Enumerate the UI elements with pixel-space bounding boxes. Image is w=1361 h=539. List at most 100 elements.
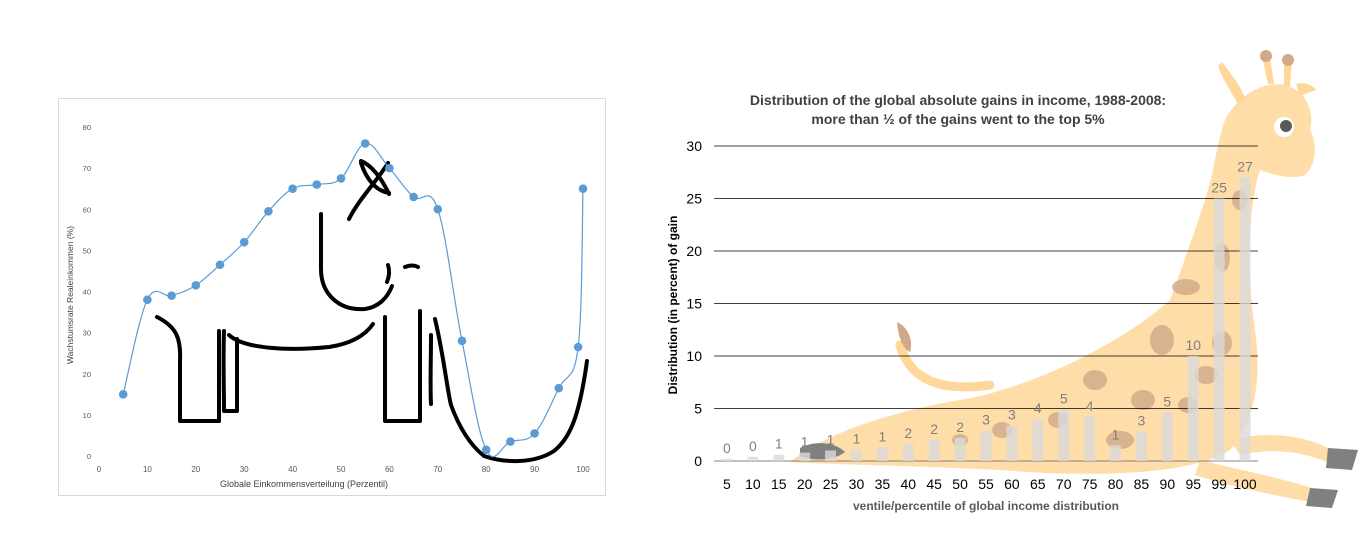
x-tick-label: 50 — [952, 476, 968, 492]
y-tick-label: 40 — [83, 288, 91, 297]
giraffe-body — [790, 84, 1315, 474]
y-tick-label: 10 — [83, 411, 91, 420]
x-tick-label: 70 — [1056, 476, 1072, 492]
y-tick-label: 10 — [686, 348, 702, 364]
giraffe-spot — [1083, 370, 1107, 390]
data-label: 27 — [1237, 159, 1253, 175]
data-point — [167, 291, 176, 300]
elephant-drawing — [155, 159, 589, 464]
data-label: 1 — [775, 436, 783, 452]
bar — [851, 449, 862, 461]
giraffe-spot — [1194, 366, 1218, 384]
data-label: 1 — [827, 432, 835, 448]
data-point — [118, 390, 128, 399]
bar — [1187, 356, 1199, 461]
chart-subtitle: more than ½ of the gains went to the top… — [811, 111, 1105, 127]
x-tick-label: 35 — [875, 476, 891, 492]
data-point — [264, 207, 273, 216]
y-tick-label: 0 — [87, 452, 91, 461]
giraffe-ear — [1218, 62, 1246, 104]
elephant-stroke — [383, 309, 422, 423]
giraffe-tail — [895, 340, 995, 392]
bar — [928, 440, 940, 461]
x-tick-label: 75 — [1082, 476, 1098, 492]
giraffe-pupil — [1280, 120, 1292, 132]
data-label: 3 — [1138, 413, 1146, 429]
data-point — [336, 174, 346, 183]
x-axis-label: ventile/percentile of global income dist… — [853, 499, 1119, 513]
y-tick-label: 25 — [686, 191, 702, 207]
data-point — [191, 281, 201, 290]
data-point — [143, 295, 152, 305]
y-tick-label: 15 — [686, 296, 702, 312]
data-point — [530, 429, 539, 438]
bar — [721, 458, 733, 461]
x-tick-label: 50 — [337, 465, 346, 474]
x-tick-label: 0 — [97, 465, 102, 474]
giraffe-hoof — [1306, 488, 1338, 508]
data-label: 10 — [1185, 337, 1201, 353]
data-label: 1 — [853, 430, 861, 446]
elephant-stroke — [385, 263, 392, 284]
data-label: 5 — [1060, 391, 1068, 407]
bar — [1058, 409, 1070, 461]
y-tick-label: 30 — [686, 138, 702, 154]
giraffe-horn — [1284, 60, 1292, 86]
data-label: 25 — [1211, 180, 1227, 196]
data-point — [578, 184, 588, 193]
x-tick-label: 70 — [433, 465, 442, 474]
data-label: 3 — [982, 412, 990, 428]
bar — [876, 447, 888, 461]
data-label: 3 — [1008, 406, 1016, 422]
data-label: 0 — [723, 440, 731, 456]
x-tick-label: 10 — [745, 476, 761, 492]
y-tick-label: 5 — [694, 401, 702, 417]
y-axis-label: Wachstumsrate Realeinkommen (%) — [65, 226, 75, 364]
bar — [825, 450, 837, 461]
bar — [747, 456, 759, 461]
bar — [1110, 445, 1121, 461]
bar — [799, 452, 811, 461]
x-tick-label: 60 — [385, 465, 394, 474]
x-tick-label: 65 — [1030, 476, 1046, 492]
x-tick-label: 20 — [797, 476, 813, 492]
data-label: 1 — [1112, 426, 1120, 442]
elephant-stroke — [155, 315, 221, 423]
bar — [980, 430, 992, 461]
data-point — [312, 180, 322, 189]
x-tick-label: 40 — [900, 476, 916, 492]
x-tick-label: 5 — [723, 476, 731, 492]
data-point — [554, 383, 564, 393]
giraffe-spot — [1106, 431, 1134, 449]
data-point — [288, 184, 297, 193]
data-point — [506, 437, 515, 446]
elephant-stroke — [359, 161, 391, 195]
giraffe-tail-tuft — [897, 322, 912, 352]
x-tick-label: 25 — [823, 476, 839, 492]
data-label: 1 — [878, 428, 886, 444]
x-tick-label: 85 — [1134, 476, 1150, 492]
x-tick-label: 100 — [576, 465, 590, 474]
bar — [1032, 419, 1044, 461]
data-label: 4 — [1034, 400, 1042, 416]
bar — [1239, 177, 1251, 461]
data-label: 2 — [956, 419, 964, 435]
elephant-chart-svg: 0 10 20 30 40 50 60 70 80 90 10001020304050607080 … — [65, 123, 590, 489]
data-label: 5 — [1163, 394, 1171, 410]
x-tick-label: 80 — [1108, 476, 1124, 492]
elephant-stroke — [359, 159, 391, 196]
bar — [902, 444, 914, 461]
x-tick-label: 90 — [530, 465, 539, 474]
giraffe-ear — [1296, 83, 1316, 96]
x-axis-label: Globale Einkommensverteilung (Perzentil) — [220, 479, 388, 489]
bar — [1135, 431, 1147, 461]
data-point — [457, 336, 467, 346]
giraffe-front-leg — [1230, 435, 1340, 465]
x-tick-label: 95 — [1185, 476, 1201, 492]
y-tick-label: 60 — [83, 205, 91, 214]
y-tick-label: 20 — [686, 243, 702, 259]
data-label: 2 — [904, 425, 912, 441]
giraffe-horn-tip — [1260, 50, 1272, 62]
bar — [1161, 412, 1173, 461]
